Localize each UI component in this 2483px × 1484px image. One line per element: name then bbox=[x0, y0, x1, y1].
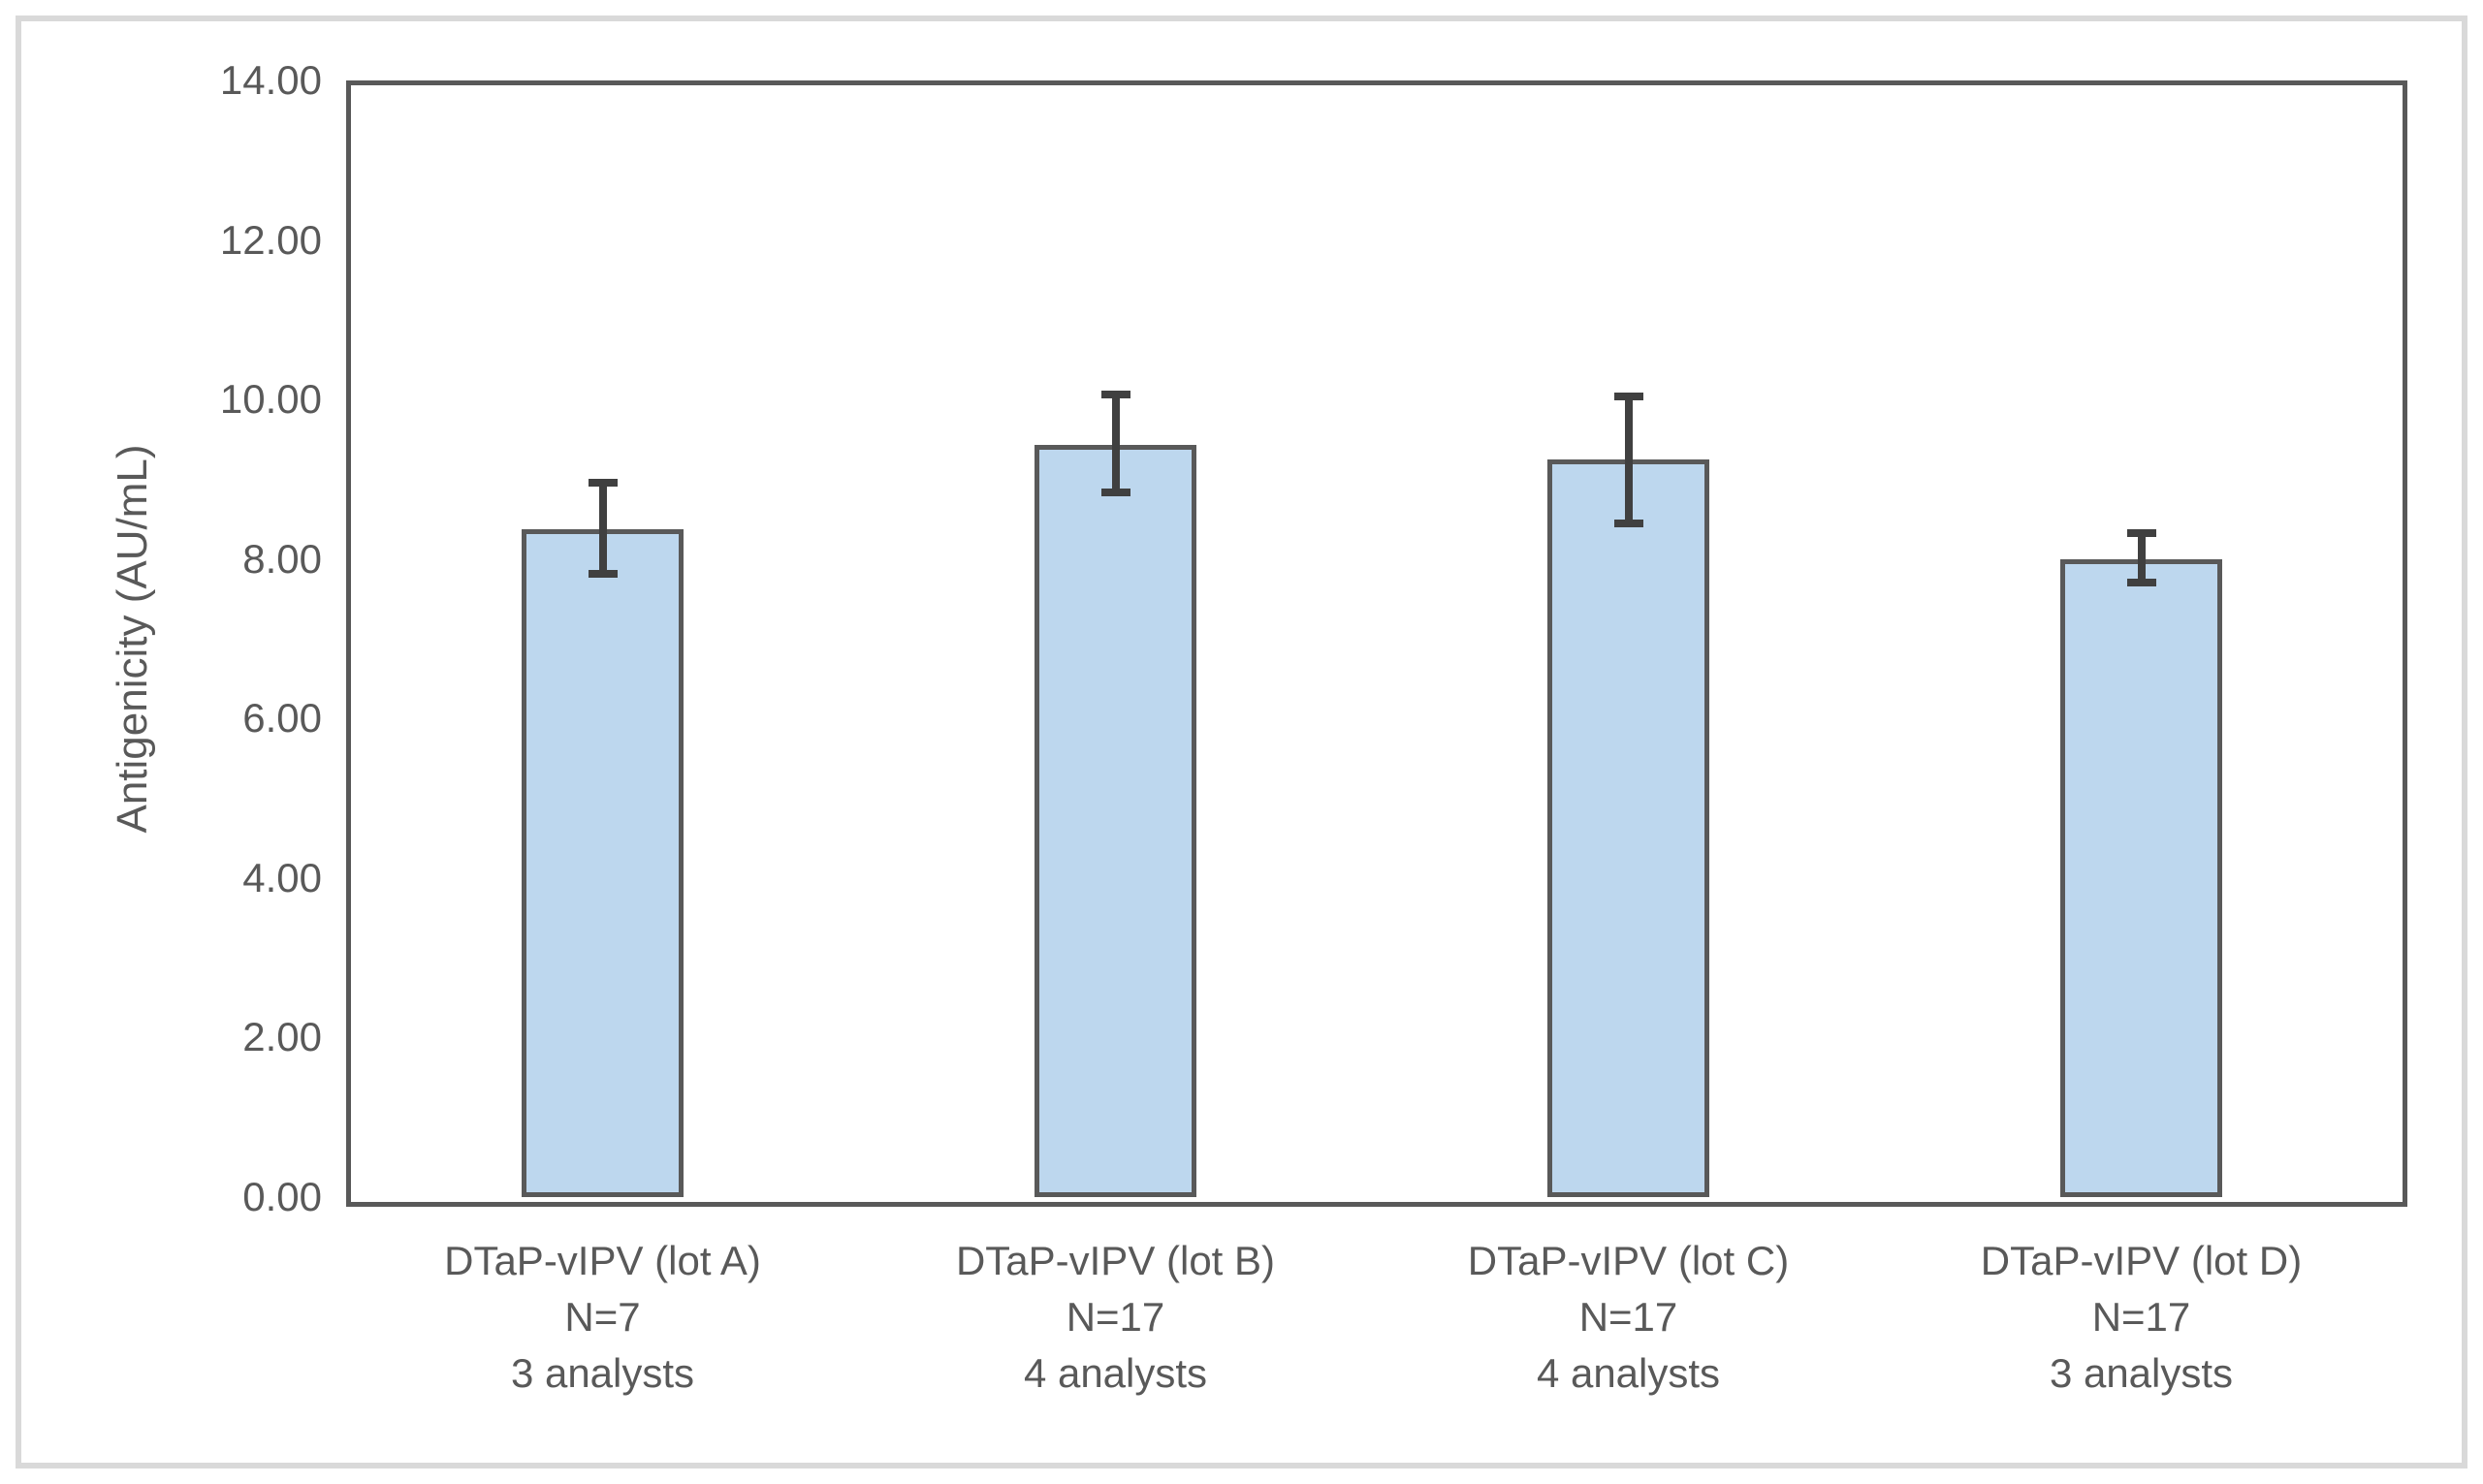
error-bar-cap-bottom bbox=[1613, 519, 1643, 527]
category-label: DTaP-vIPV (lot C) N=17 4 analysts bbox=[1372, 1233, 1885, 1402]
category-label-line: DTaP-vIPV (lot D) bbox=[1980, 1238, 2303, 1283]
error-bar-cap-bottom bbox=[588, 570, 618, 579]
category-label-line: 4 analysts bbox=[1536, 1350, 1721, 1396]
error-bar-cap-top bbox=[1100, 391, 1130, 399]
bar bbox=[1035, 445, 1196, 1197]
y-tick-label: 4.00 bbox=[242, 854, 322, 900]
category-label-line: N=17 bbox=[2091, 1294, 2191, 1340]
error-bar-cap-top bbox=[1613, 392, 1643, 400]
bar bbox=[1547, 458, 1709, 1197]
error-bar-line bbox=[1111, 395, 1120, 492]
category-label-line: N=17 bbox=[1066, 1294, 1165, 1340]
y-tick-label: 8.00 bbox=[242, 535, 322, 582]
category-label: DTaP-vIPV (lot B) N=17 4 analysts bbox=[859, 1233, 1372, 1402]
category-label-line: 4 analysts bbox=[1023, 1350, 1208, 1396]
error-bar-line bbox=[1624, 395, 1633, 523]
category-label-line: DTaP-vIPV (lot A) bbox=[444, 1238, 761, 1283]
category-label: DTaP-vIPV (lot A) N=7 3 analysts bbox=[346, 1233, 859, 1402]
category-label: DTaP-vIPV (lot D) N=17 3 analysts bbox=[1885, 1233, 2398, 1402]
y-tick-label: 0.00 bbox=[242, 1174, 322, 1219]
y-tick-label: 10.00 bbox=[219, 376, 322, 423]
error-bar-cap-top bbox=[588, 478, 618, 487]
category-label-line: N=7 bbox=[564, 1294, 641, 1340]
y-tick-label: 14.00 bbox=[219, 57, 322, 103]
error-bar-line bbox=[598, 482, 607, 575]
category-label-line: DTaP-vIPV (lot B) bbox=[955, 1238, 1276, 1283]
category-label-line: 3 analysts bbox=[510, 1350, 695, 1396]
category-label-line: N=17 bbox=[1578, 1294, 1678, 1340]
bar bbox=[2060, 558, 2222, 1197]
error-bar-cap-bottom bbox=[1100, 488, 1130, 496]
error-bar-cap-top bbox=[2126, 528, 2156, 537]
error-bar-line bbox=[2137, 532, 2146, 584]
y-tick-label: 12.00 bbox=[219, 216, 322, 263]
category-label-line: 3 analysts bbox=[2049, 1350, 2234, 1396]
category-label-line: DTaP-vIPV (lot C) bbox=[1467, 1238, 1790, 1283]
bar bbox=[522, 529, 684, 1197]
y-tick-label: 2.00 bbox=[242, 1014, 322, 1060]
y-tick-label: 6.00 bbox=[242, 695, 322, 742]
error-bar-cap-bottom bbox=[2126, 579, 2156, 587]
